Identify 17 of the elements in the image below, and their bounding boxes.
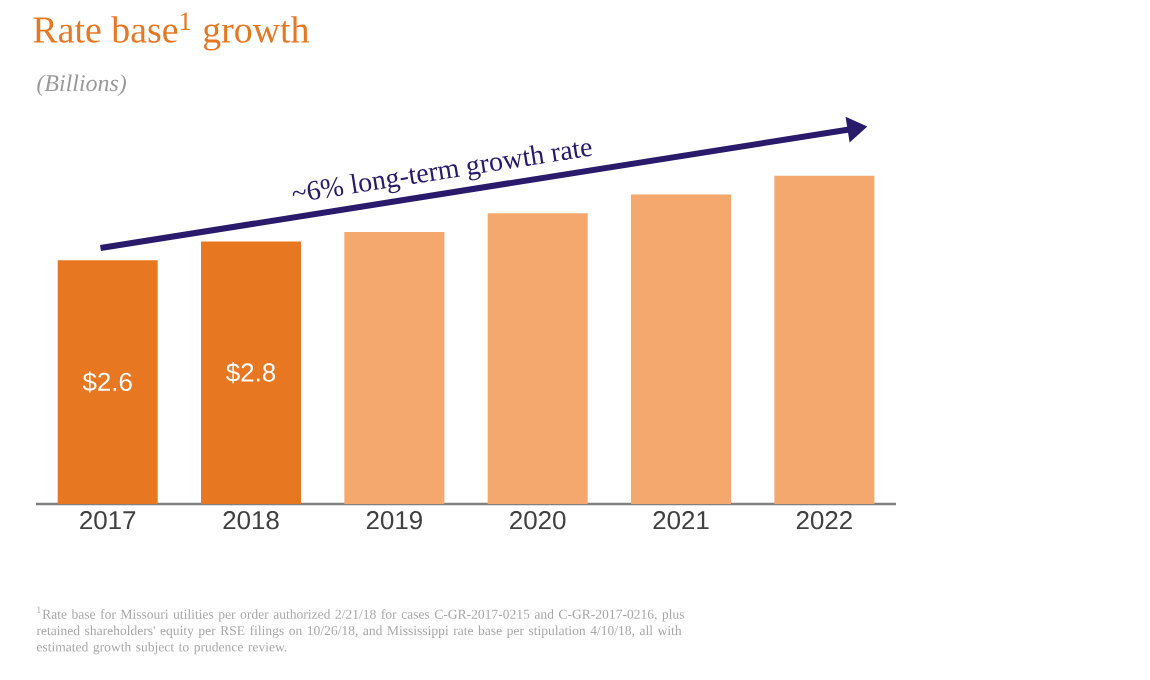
annotation: ~6% long-term growth rate	[292, 142, 592, 200]
x-tick-label: 2017	[80, 511, 136, 530]
bar	[201, 241, 302, 504]
x-tick-label: 2019	[366, 511, 422, 530]
x-tick-label: 2018	[223, 511, 279, 530]
bar	[344, 232, 445, 504]
data-label: $2.6	[82, 371, 132, 393]
x-tick-label: 2020	[510, 511, 566, 530]
x-tick-label: 2022	[796, 511, 852, 530]
bar	[631, 194, 732, 504]
chart-title: Rate base$^{1}$ growth	[33, 12, 309, 51]
chart-subtitle: (Billions)	[37, 74, 126, 97]
data-label: $2.8	[226, 362, 276, 384]
bar	[774, 175, 875, 504]
bar	[487, 213, 588, 504]
x-tick-label: 2021	[653, 511, 709, 530]
bar	[57, 260, 158, 504]
